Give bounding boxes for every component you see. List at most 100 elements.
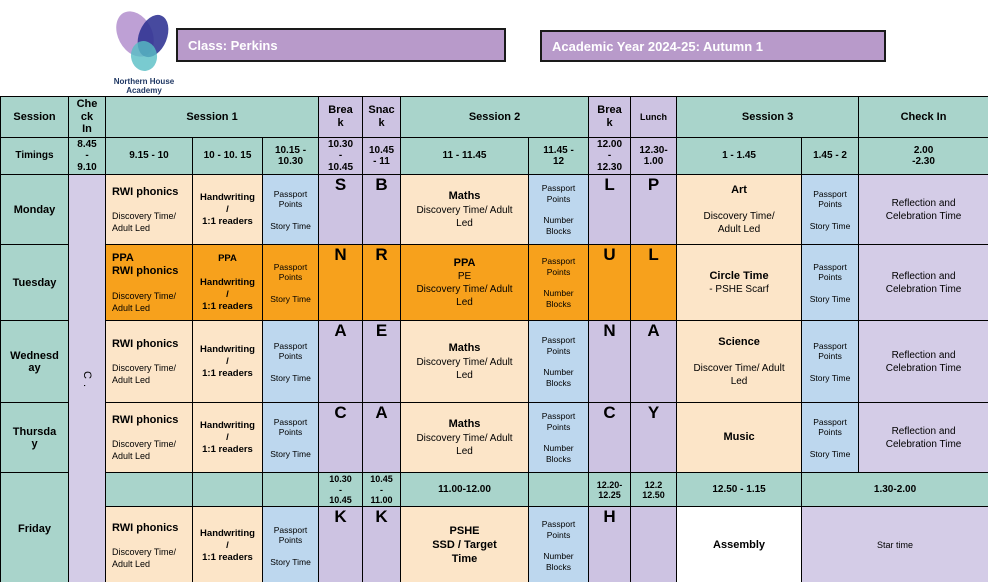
wednesday-passport-story-cell: Passport Points Story Time	[261, 320, 320, 404]
timing-snack: 10.45 - 11	[362, 136, 402, 176]
cell-title: Maths	[448, 418, 481, 431]
cell-sub: Discovery Time/ Adult Led	[112, 290, 177, 313]
timing-lunch: 12.30- 1.00	[630, 136, 678, 176]
class-banner-label: Class: Perkins	[188, 37, 278, 53]
thursday-break-letter: C	[318, 402, 364, 474]
thursday-phonics-cell: RWI phonics Discovery Time/ Adult Led	[105, 402, 193, 474]
cell-letter: L	[604, 175, 615, 195]
checkin-vertical-text: C .	[81, 371, 93, 389]
cell-letter: A	[647, 321, 660, 341]
cell-sub: Reflection and Celebration Time	[885, 270, 962, 295]
timing-10: 1 - 1.45	[676, 136, 803, 176]
cell-sub: Passport Points Story Time	[809, 188, 851, 231]
cell-sub: Passport Points Story Time	[270, 188, 311, 231]
friday-break-letter: K	[318, 506, 364, 582]
academic-year-label: Academic Year 2024-25: Autumn 1	[552, 38, 763, 54]
friday-assembly-cell: Assembly	[676, 506, 803, 582]
cell-letter: Y	[647, 403, 660, 423]
wednesday-science-cell: Science Discover Time/ Adult Led	[676, 320, 803, 404]
timing-break2: 12.00 - 12.30	[588, 136, 632, 176]
tuesday-break2-letter: U	[588, 244, 632, 322]
tuesday-break-letter: N	[318, 244, 364, 322]
header-check-in: Che ck In	[68, 96, 106, 138]
monday-phonics-cell: RWI phonics Discovery Time/ Adult Led	[105, 174, 193, 246]
cell-sub: Discovery Time/ Adult Led	[703, 211, 775, 236]
cell-letter: A	[375, 403, 388, 423]
tuesday-handwriting-cell: PPA Handwriting / 1:1 readers	[192, 244, 263, 322]
cell-sub: Passport Points Story Time	[270, 524, 311, 567]
wednesday-lunch-letter: A	[630, 320, 678, 404]
timing-6: 11 - 11.45	[400, 136, 530, 176]
friday-subtime-lunch: 12.2 12.50	[630, 472, 678, 508]
cell-sub: Discovery Time/ Adult Led	[112, 438, 177, 461]
cell-sub: Reflection and Celebration Time	[885, 349, 962, 374]
wednesday-snack-letter: E	[362, 320, 402, 404]
cell-title: Maths	[448, 342, 481, 355]
thursday-checkin-cell: Reflection and Celebration Time	[858, 402, 988, 474]
cell-title: PPA Handwriting / 1:1 readers	[200, 253, 255, 312]
header-row: Session Che ck In Session 1 Brea k Snac …	[0, 96, 988, 138]
cell-letter: C	[603, 403, 616, 423]
cell-letter: E	[375, 321, 388, 341]
cell-sub: Reflection and Celebration Time	[885, 197, 962, 222]
cell-title: RWI phonics	[112, 413, 179, 426]
timing-2: 10 - 10. 15	[192, 136, 263, 176]
cell-sub: Discovery Time/ Adult Led	[112, 210, 177, 233]
cell-sub: PE Discovery Time/ Adult Led	[416, 271, 513, 309]
wednesday-break2-letter: N	[588, 320, 632, 404]
cell-letter: P	[647, 175, 660, 195]
friday-passport-story-cell: Passport Points Story Time	[261, 506, 320, 582]
logo-text: Northern House Academy	[104, 77, 184, 95]
thursday-maths-cell: Maths Discovery Time/ Adult Led	[400, 402, 530, 474]
cell-sub: Passport Points Number Blocks	[541, 335, 576, 388]
friday-subtime-break: 10.30 - 10.45	[318, 472, 364, 508]
header-session2: Session 2	[400, 96, 590, 138]
cell-letter: L	[648, 245, 659, 265]
friday-row: RWI phonics Discovery Time/ Adult Led Ha…	[1, 506, 988, 582]
cell-letter: S	[334, 175, 347, 195]
tuesday-ppa-pe-cell: PPA PE Discovery Time/ Adult Led	[400, 244, 530, 322]
friday-handwriting-cell: Handwriting / 1:1 readers	[192, 506, 263, 582]
cell-title: RWI phonics	[112, 521, 179, 534]
thursday-passport-story2-cell: Passport Points Story Time	[801, 402, 860, 474]
cell-title: Music	[723, 431, 755, 444]
friday-passport-number-cell: Passport Points Number Blocks	[528, 506, 590, 582]
tuesday-phonics-cell: PPA RWI phonics Discovery Time/ Adult Le…	[105, 244, 193, 322]
cell-title: Handwriting / 1:1 readers	[200, 344, 255, 379]
thursday-snack-letter: A	[362, 402, 402, 474]
cell-sub: Passport Points Story Time	[809, 416, 851, 459]
wednesday-phonics-cell: RWI phonics Discovery Time/ Adult Led	[105, 320, 193, 404]
monday-passport-story2-cell: Passport Points Story Time	[801, 174, 860, 246]
friday-subtimes-row: Friday 10.30 - 10.45 10.45 - 11.00 11.00…	[0, 472, 988, 582]
day-monday: Monday	[0, 174, 69, 246]
monday-art-cell: Art Discovery Time/ Adult Led	[676, 174, 803, 246]
cell-sub: Passport Points Story Time	[809, 261, 851, 304]
cell-sub: Reflection and Celebration Time	[885, 425, 962, 450]
friday-subtime-1	[192, 472, 263, 508]
thursday-passport-story-cell: Passport Points Story Time	[261, 402, 320, 474]
monday-checkin-cell: Reflection and Celebration Time	[858, 174, 988, 246]
day-thursday: Thursda y	[0, 402, 69, 474]
monday-break-letter: S	[318, 174, 364, 246]
timing-12: 2.00 -2.30	[858, 136, 988, 176]
cell-letter: H	[603, 507, 616, 527]
tuesday-lunch-letter: L	[630, 244, 678, 322]
cell-letter: R	[375, 245, 388, 265]
timings-label: Timings	[0, 136, 69, 176]
tuesday-row: Tuesday PPA RWI phonics Discovery Time/ …	[0, 244, 988, 322]
header-session3: Session 3	[676, 96, 860, 138]
tuesday-passport-story-cell: Passport Points Story Time	[261, 244, 320, 322]
cell-title: PPA RWI phonics	[112, 251, 179, 278]
monday-passport-number-cell: Passport Points Number Blocks	[528, 174, 590, 246]
checkin-vertical-cell: C .	[68, 174, 106, 582]
monday-row: Monday C . RWI phonics Discovery Time/ A…	[0, 174, 988, 582]
logo-line1: Northern House	[113, 77, 175, 86]
cell-sub: Passport Points Number Blocks	[541, 183, 576, 236]
monday-maths-cell: Maths Discovery Time/ Adult Led	[400, 174, 530, 246]
timetable: Session Che ck In Session 1 Brea k Snac …	[0, 96, 988, 582]
cell-sub: Passport Points Story Time	[270, 416, 311, 459]
thursday-break2-letter: C	[588, 402, 632, 474]
friday-subtime-session2: 11.00-12.00	[400, 472, 530, 508]
cell-title: Circle Time	[709, 269, 769, 282]
